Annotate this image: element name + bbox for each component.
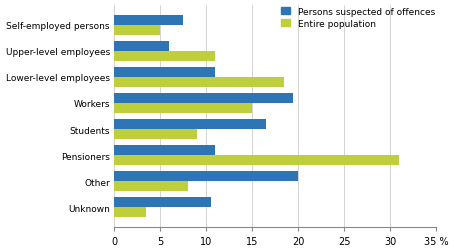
Bar bbox=[114, 51, 215, 61]
Bar bbox=[114, 198, 211, 208]
Bar bbox=[114, 120, 266, 130]
Bar bbox=[114, 78, 284, 87]
Bar bbox=[114, 16, 183, 25]
Bar bbox=[114, 130, 197, 139]
Bar bbox=[114, 25, 160, 35]
Bar bbox=[114, 68, 215, 78]
Bar bbox=[114, 94, 293, 104]
Bar bbox=[114, 104, 252, 113]
Bar bbox=[114, 42, 169, 51]
Bar bbox=[114, 155, 400, 165]
Legend: Persons suspected of offences, Entire population: Persons suspected of offences, Entire po… bbox=[281, 8, 435, 28]
Bar bbox=[114, 172, 298, 181]
Bar bbox=[114, 146, 215, 155]
Bar bbox=[114, 181, 188, 192]
Bar bbox=[114, 208, 146, 217]
